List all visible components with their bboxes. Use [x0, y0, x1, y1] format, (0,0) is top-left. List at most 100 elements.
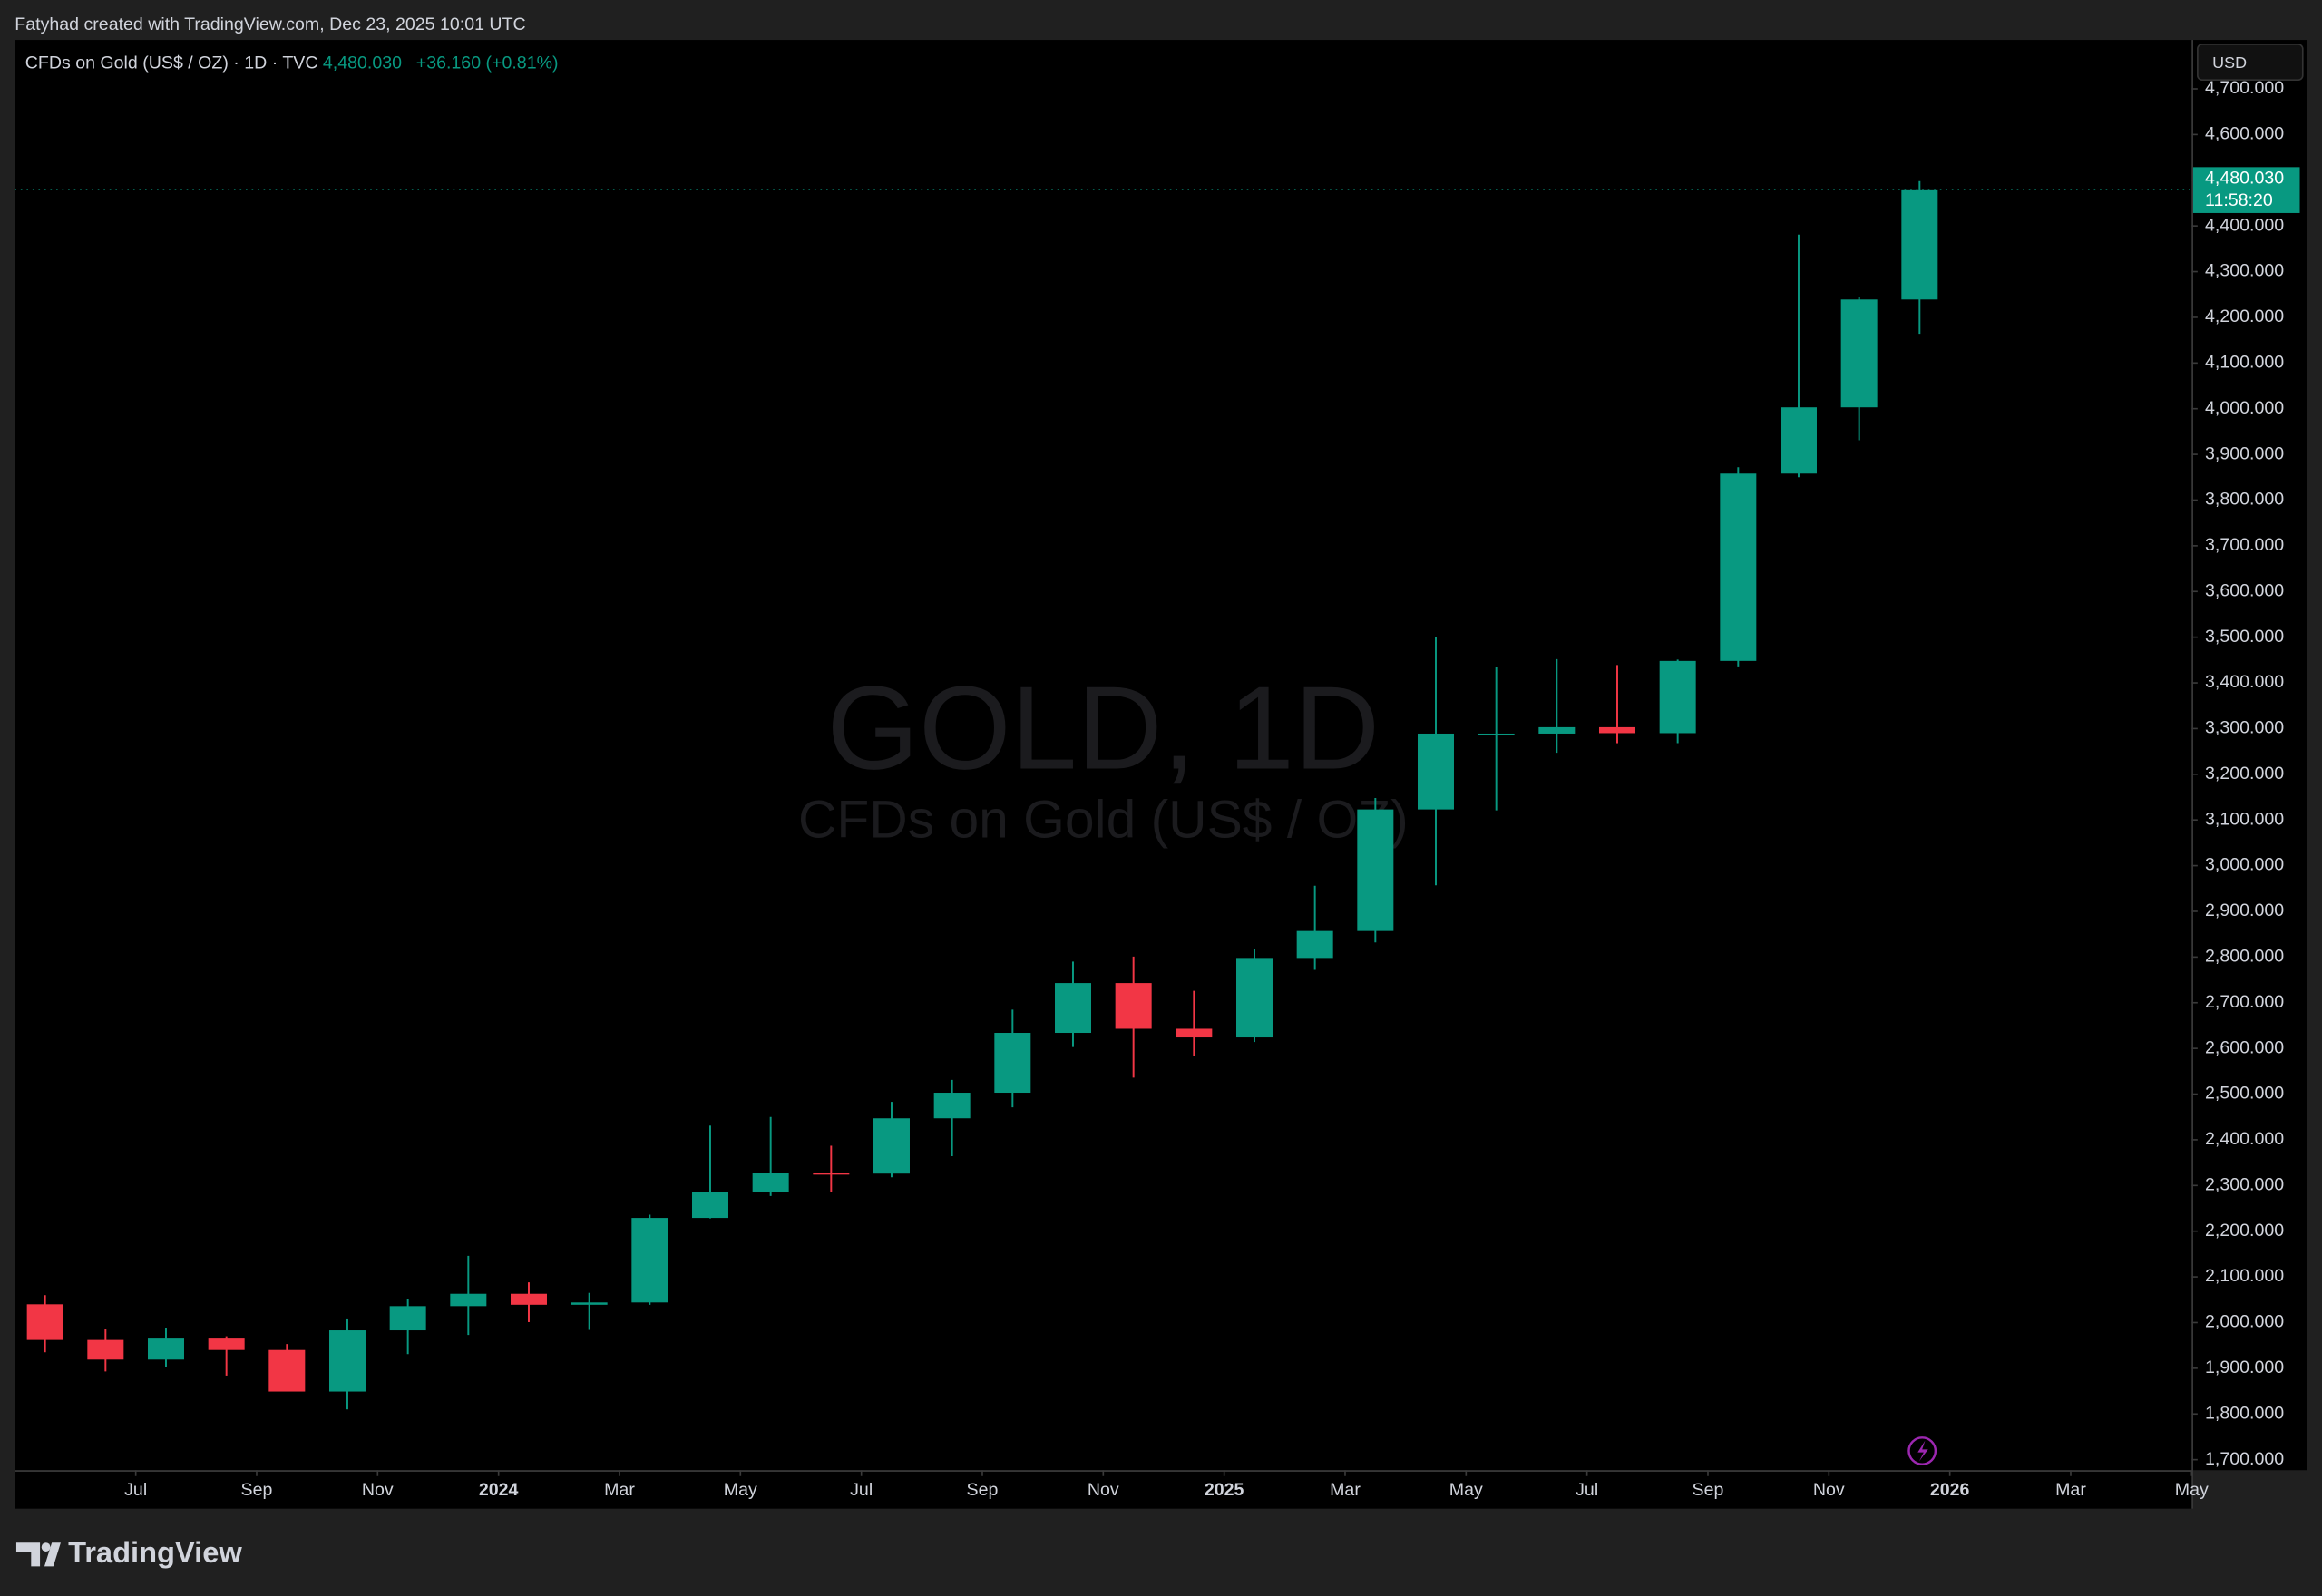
candle-body [268, 1349, 306, 1392]
y-tick-label: 4,600.000 [2205, 124, 2284, 144]
x-tick-label: 2024 [479, 1480, 519, 1500]
x-tick-label: Jul [850, 1480, 873, 1500]
x-tick-label: 2026 [1930, 1480, 1970, 1500]
candle-body [631, 1218, 668, 1303]
candle-body [1538, 726, 1576, 734]
x-tick-label: Jul [1576, 1480, 1598, 1500]
y-tick-label: 4,400.000 [2205, 215, 2284, 235]
candle-body [1054, 983, 1091, 1034]
candle-body [328, 1330, 366, 1392]
candle-body [147, 1338, 184, 1360]
time-axis [15, 1471, 2192, 1509]
x-tick-label: May [2175, 1480, 2209, 1500]
y-tick-label: 1,800.000 [2205, 1403, 2284, 1423]
candle-body [571, 1302, 608, 1305]
y-tick-label: 2,100.000 [2205, 1266, 2284, 1286]
candle-body [389, 1306, 426, 1331]
x-tick-label: Nov [1813, 1480, 1845, 1500]
price-axis [2192, 40, 2307, 1471]
last-price-label: 4,480.030 [2205, 169, 2284, 189]
y-tick-label: 3,700.000 [2205, 535, 2284, 555]
credit: Fatyhad created with TradingView.com, De… [15, 15, 525, 34]
candles [26, 180, 1938, 1410]
y-tick-label: 2,800.000 [2205, 947, 2284, 967]
candle-body [1478, 733, 1515, 735]
y-tick-label: 3,500.000 [2205, 627, 2284, 647]
y-tick-label: 3,200.000 [2205, 764, 2284, 783]
legend-price: 4,480.030 [323, 53, 402, 73]
y-tick-label: 2,900.000 [2205, 900, 2284, 920]
legend-change: +36.160 (+0.81%) [416, 53, 559, 73]
y-tick-label: 2,600.000 [2205, 1037, 2284, 1057]
logo: TradingView [15, 1535, 242, 1569]
logo-text: TradingView [68, 1535, 242, 1569]
y-tick-label: 2,500.000 [2205, 1084, 2284, 1104]
candle-body [1417, 733, 1454, 810]
candle-body [208, 1338, 245, 1350]
y-tick-label: 3,900.000 [2205, 443, 2284, 463]
candle-body [1659, 660, 1696, 734]
candle-body [510, 1293, 547, 1305]
icon-circle[interactable] [1907, 1436, 1937, 1465]
icon-bolt[interactable] [1917, 1440, 1928, 1462]
y-tick-label: 3,400.000 [2205, 672, 2284, 692]
x-tick-label: Mar [1330, 1480, 1361, 1500]
currency-label[interactable]: USD [2212, 54, 2247, 72]
candle-body [1357, 809, 1394, 931]
x-tick-label: Jul [124, 1480, 147, 1500]
y-tick-label: 4,100.000 [2205, 352, 2284, 372]
y-tick-label: 1,900.000 [2205, 1358, 2284, 1377]
y-tick-label: 3,300.000 [2205, 718, 2284, 738]
x-tick-label: Nov [1088, 1480, 1119, 1500]
watermark-subtitle: CFDs on Gold (US$ / OZ) [798, 790, 1409, 849]
y-tick-label: 4,200.000 [2205, 307, 2284, 326]
x-tick-label: Nov [362, 1480, 394, 1500]
y-tick-label: 3,000.000 [2205, 855, 2284, 875]
y-tick-label: 4,000.000 [2205, 398, 2284, 418]
x-tick-label: Mar [604, 1480, 635, 1500]
watermark: GOLD, 1D [826, 662, 1380, 794]
x-tick-label: May [1449, 1480, 1483, 1500]
candle-body [1720, 473, 1757, 661]
candle-body [691, 1192, 728, 1219]
candle-body [752, 1173, 789, 1192]
y-tick-label: 2,400.000 [2205, 1129, 2284, 1149]
candle-body [1115, 983, 1152, 1029]
x-tick-label: 2025 [1205, 1480, 1244, 1500]
candle-body [1901, 189, 1938, 300]
x-tick-label: Mar [2055, 1480, 2086, 1500]
candle-body [26, 1304, 63, 1340]
legend-title: CFDs on Gold (US$ / OZ) · 1D · TVC [25, 53, 318, 73]
candle-body [450, 1293, 487, 1307]
y-tick-label: 3,100.000 [2205, 809, 2284, 829]
y-tick-label: 2,300.000 [2205, 1174, 2284, 1194]
logo-dot [41, 1542, 51, 1552]
candle-body [87, 1339, 124, 1360]
last-price-tag [2192, 167, 2300, 213]
candle-body [1780, 407, 1817, 474]
y-tick-label: 3,800.000 [2205, 490, 2284, 510]
y-tick-label: 2,000.000 [2205, 1312, 2284, 1332]
candle-body [1840, 299, 1878, 408]
countdown: 11:58:20 [2205, 190, 2273, 210]
candle-body [813, 1173, 850, 1175]
y-tick-label: 2,700.000 [2205, 992, 2284, 1012]
candle-body [1598, 726, 1635, 734]
currency-button[interactable] [2197, 44, 2304, 81]
candle-body [1176, 1028, 1213, 1038]
plot-area [15, 40, 2192, 1471]
candle-body [1235, 958, 1273, 1038]
y-tick-label: 3,600.000 [2205, 580, 2284, 600]
x-tick-label: May [724, 1480, 757, 1500]
x-tick-label: Sep [1693, 1480, 1724, 1500]
y-tick-label: 4,700.000 [2205, 78, 2284, 98]
candle-body [1296, 930, 1333, 959]
y-tick-label: 4,300.000 [2205, 261, 2284, 281]
candle-body [933, 1093, 971, 1119]
logo-mark [15, 1542, 61, 1567]
x-tick-label: Sep [241, 1480, 273, 1500]
lightning-icon[interactable] [1907, 1436, 1937, 1465]
candle-body [873, 1118, 910, 1174]
